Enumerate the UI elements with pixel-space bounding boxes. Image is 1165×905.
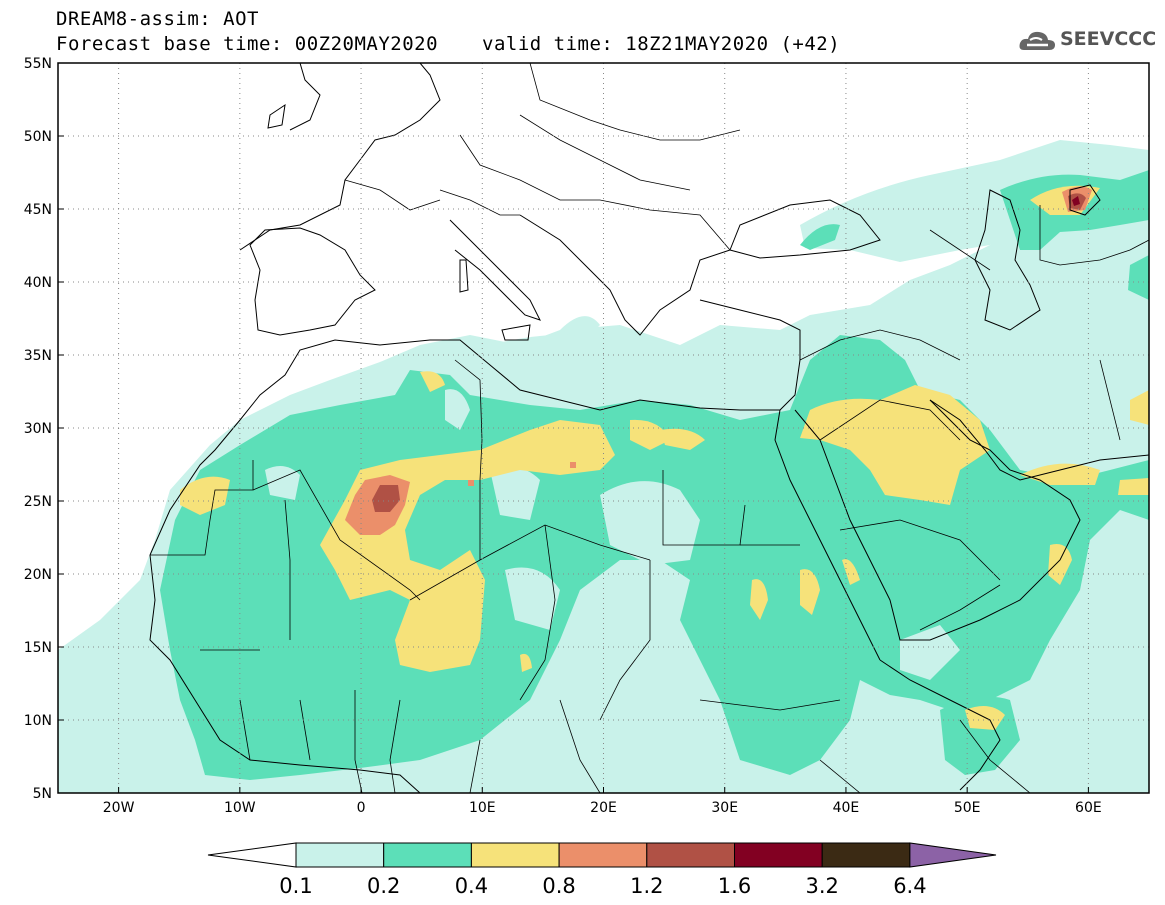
colorbar-segment xyxy=(558,842,648,868)
colorbar-label: 0.2 xyxy=(367,874,400,898)
lat-label: 40N xyxy=(24,275,52,291)
lat-label: 5N xyxy=(33,786,52,802)
longitude-labels: 20W 10W 0 10E 20E 30E 40E 50E 60E xyxy=(103,787,1102,816)
lon-label: 60E xyxy=(1075,800,1102,816)
colorbar-under-triangle xyxy=(207,842,297,868)
colorbar-label: 0.4 xyxy=(455,874,488,898)
lon-label: 30E xyxy=(711,800,738,816)
colorbar: 0.1 0.2 0.4 0.8 1.2 1.6 3.2 6.4 xyxy=(207,842,997,898)
lat-label: 20N xyxy=(24,567,52,583)
lon-label: 20E xyxy=(590,800,617,816)
coastlines xyxy=(149,63,1149,793)
colorbar-label: 3.2 xyxy=(805,874,838,898)
colorbar-segment xyxy=(383,842,472,868)
lat-label: 25N xyxy=(24,494,52,510)
lon-label: 20W xyxy=(103,800,135,816)
valid-time: valid time: 18Z21MAY2020 (+42) xyxy=(482,33,841,55)
aot-level-0.1-inner xyxy=(265,389,960,680)
colorbar-segment xyxy=(821,842,911,868)
country-borders xyxy=(150,63,1149,793)
colorbar-label: 1.2 xyxy=(630,874,663,898)
lon-label: 0 xyxy=(357,800,366,816)
lon-label: 40E xyxy=(833,800,860,816)
colorbar-label: 1.6 xyxy=(718,874,751,898)
colorbar-segment xyxy=(734,842,823,868)
colorbar-segment xyxy=(295,842,385,868)
gridlines xyxy=(58,63,1149,793)
colorbar-over-triangle xyxy=(909,842,997,868)
lat-label: 30N xyxy=(24,421,52,437)
aot-level-1.6 xyxy=(1072,196,1080,206)
colorbar-label: 6.4 xyxy=(893,874,926,898)
colorbar-label: 0.8 xyxy=(542,874,575,898)
map-title: DREAM8-assim: AOT xyxy=(56,8,259,30)
colorbar-segment xyxy=(646,842,735,868)
lon-label: 10W xyxy=(224,800,256,816)
lat-label: 50N xyxy=(24,129,52,145)
colorbar-segment xyxy=(470,842,560,868)
lon-label: 50E xyxy=(954,800,981,816)
lat-label: 45N xyxy=(24,202,52,218)
logo-text: SEEVCCC xyxy=(1060,28,1157,50)
lat-label: 35N xyxy=(24,348,52,364)
aot-level-1.2 xyxy=(372,193,1086,512)
latitude-labels: 5N 10N 15N 20N 25N 30N 35N 40N 45N 50N 55N xyxy=(24,56,64,802)
forecast-base-time: Forecast base time: 00Z20MAY2020 xyxy=(56,33,439,55)
lon-label: 10E xyxy=(469,800,496,816)
colorbar-label: 0.1 xyxy=(279,874,312,898)
lat-label: 10N xyxy=(24,713,52,729)
lat-label: 15N xyxy=(24,640,52,656)
cloud-logo-icon xyxy=(1019,31,1055,50)
lat-label: 55N xyxy=(24,56,52,72)
